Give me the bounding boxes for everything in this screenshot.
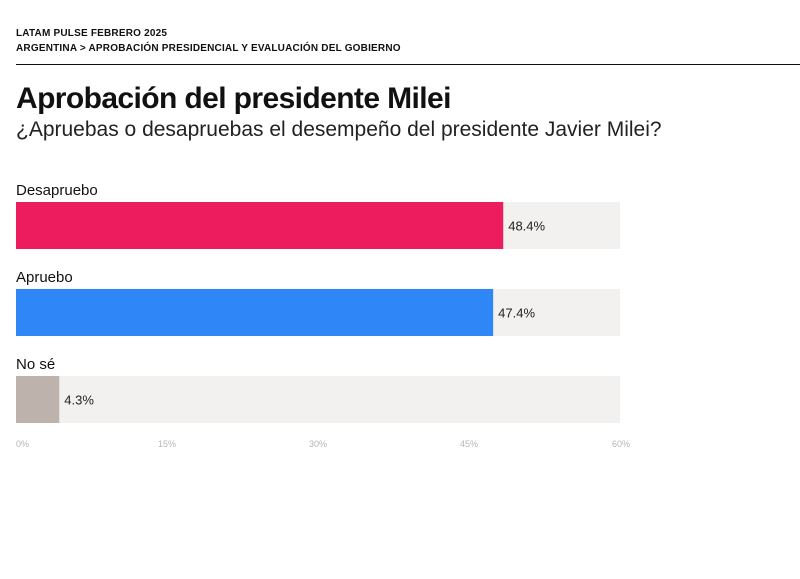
category-label: Desapruebo <box>16 182 98 199</box>
edition-date: FEBRERO 2025 <box>90 28 168 39</box>
breadcrumb: ARGENTINA > APROBACIÓN PRESIDENCIAL Y EV… <box>16 43 401 54</box>
header-divider <box>16 64 800 65</box>
x-tick-label: 0% <box>16 439 29 449</box>
bar <box>16 202 504 249</box>
chart-title: Aprobación del presidente Milei <box>16 82 451 115</box>
bar-track <box>16 376 620 423</box>
x-tick-label: 30% <box>309 439 327 449</box>
data-label: 4.3% <box>64 393 94 408</box>
chart-subtitle: ¿Apruebas o desapruebas el desempeño del… <box>16 118 662 141</box>
brand-line: LATAM PULSE FEBRERO 2025 <box>16 27 401 40</box>
bar <box>16 289 494 336</box>
x-tick-label: 15% <box>158 439 176 449</box>
x-tick-label: 60% <box>612 439 630 449</box>
brand-name: LATAM PULSE <box>16 28 88 39</box>
data-label: 47.4% <box>498 306 535 321</box>
approval-bar-chart: Desapruebo 48.4% Apruebo 47.4% No sé 4.3% 0% 15… <box>16 182 630 449</box>
category-label: No sé <box>16 356 55 373</box>
report-header: LATAM PULSE FEBRERO 2025 ARGENTINA > APR… <box>16 27 401 55</box>
data-label: 48.4% <box>508 219 545 234</box>
category-label: Apruebo <box>16 269 73 286</box>
bar <box>16 376 60 423</box>
x-tick-label: 45% <box>460 439 478 449</box>
